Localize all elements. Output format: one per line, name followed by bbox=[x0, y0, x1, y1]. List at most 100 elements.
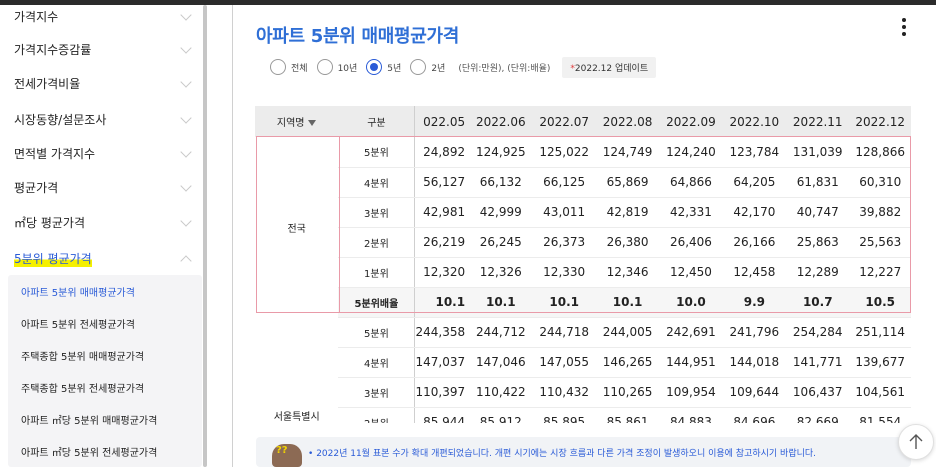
value-cell: 39,882 bbox=[849, 197, 911, 228]
table-row: 3분위 42,981 42,999 43,011 42,819 42,331 42,170 4… bbox=[255, 197, 911, 228]
filter-icon[interactable] bbox=[308, 120, 317, 126]
value-cell: 244,005 bbox=[595, 317, 660, 348]
value-cell: 84,883 bbox=[659, 407, 723, 423]
value-cell: 244,718 bbox=[532, 317, 596, 348]
submenu-item-apt-sqm-quintile-sale[interactable]: 아파트 ㎡당 5분위 매매평균가격 bbox=[21, 415, 158, 427]
value-cell: 10.1 bbox=[414, 287, 470, 318]
data-table: 지역명 구분 022.05 2022.06 2022.07 2022.08 20… bbox=[255, 106, 911, 423]
mascot-text: ?? bbox=[276, 445, 288, 456]
value-cell: 66,125 bbox=[532, 167, 596, 198]
chevron-up-icon bbox=[180, 254, 192, 267]
radio-all[interactable]: 전체 bbox=[270, 59, 308, 75]
radio-label: 10년 bbox=[337, 63, 358, 74]
value-cell: 12,346 bbox=[595, 257, 660, 288]
value-cell: 12,227 bbox=[849, 257, 911, 288]
chevron-down-icon bbox=[180, 145, 192, 158]
value-cell: 131,039 bbox=[786, 137, 850, 168]
value-cell: 12,326 bbox=[469, 257, 533, 288]
value-cell: 125,022 bbox=[532, 137, 596, 168]
radio-label: 5년 bbox=[387, 63, 402, 74]
radio-circle-icon bbox=[410, 59, 427, 75]
more-vertical-icon[interactable] bbox=[896, 16, 912, 38]
sidebar-item-label: 면적별 가격지수 bbox=[14, 147, 96, 161]
value-cell: 24,892 bbox=[414, 137, 470, 168]
radio-circle-icon bbox=[316, 59, 333, 75]
submenu-item-house-quintile-jeonse[interactable]: 주택종합 5분위 전세평균가격 bbox=[21, 383, 145, 395]
period-radio-group: 전체 10년 5년 2년 (단위:만원), (단위:배율) *2022.12 업… bbox=[270, 56, 657, 78]
header-region-label: 지역명 bbox=[276, 118, 305, 129]
sidebar-scrollbar[interactable] bbox=[203, 5, 207, 467]
radio-label: 2년 bbox=[431, 63, 446, 74]
table-row: 2분위 26,219 26,245 26,373 26,380 26,406 26,166 2… bbox=[255, 227, 911, 258]
value-cell: 81,554 bbox=[849, 407, 911, 423]
sidebar-item-per-sqm-price[interactable]: ㎡당 평균가격 bbox=[0, 205, 204, 240]
sidebar-item-price-index[interactable]: 가격지수 bbox=[0, 0, 204, 34]
submenu-item-house-quintile-sale[interactable]: 주택종합 5분위 매매평균가격 bbox=[21, 351, 145, 363]
header-month: 2022.06 bbox=[469, 106, 533, 137]
radio-2y[interactable]: 2년 bbox=[410, 59, 445, 75]
submenu-item-apt-quintile-sale[interactable]: 아파트 5분위 매매평균가격 bbox=[21, 287, 135, 299]
gubun-cell: 3분위 bbox=[338, 377, 416, 408]
gubun-cell: 5분위배율 bbox=[338, 287, 416, 318]
data-table-container[interactable]: 지역명 구분 022.05 2022.06 2022.07 2022.08 20… bbox=[255, 106, 911, 423]
value-cell: 147,055 bbox=[532, 347, 596, 378]
chevron-down-icon bbox=[180, 41, 192, 54]
table-row: 4분위 147,037 147,046 147,055 146,265 144,951 14… bbox=[255, 347, 911, 378]
value-cell: 42,170 bbox=[722, 197, 787, 228]
sidebar-item-market-survey[interactable]: 시장동향/설문조사 bbox=[0, 102, 204, 137]
update-badge: *2022.12 업데이트 bbox=[562, 56, 657, 78]
notice-message: 2022년 11월 표본 수가 확대 개편되었습니다. 개편 시기에는 시장 흐… bbox=[316, 449, 817, 459]
value-cell: 12,320 bbox=[414, 257, 470, 288]
top-bar bbox=[0, 0, 936, 5]
value-cell: 10.0 bbox=[659, 287, 723, 318]
value-cell: 147,046 bbox=[469, 347, 533, 378]
value-cell: 85,861 bbox=[595, 407, 660, 423]
value-cell: 12,289 bbox=[786, 257, 850, 288]
sidebar-item-label: 시장동향/설문조사 bbox=[14, 113, 107, 127]
value-cell: 64,866 bbox=[659, 167, 723, 198]
value-cell: 65,869 bbox=[595, 167, 660, 198]
value-cell: 60,310 bbox=[849, 167, 911, 198]
sidebar-item-label: 가격지수증감률 bbox=[14, 43, 92, 57]
header-month: 2022.09 bbox=[659, 106, 723, 137]
value-cell: 144,018 bbox=[722, 347, 787, 378]
value-cell: 146,265 bbox=[595, 347, 660, 378]
radio-checked-icon bbox=[366, 59, 383, 75]
value-cell: 85,944 bbox=[414, 407, 470, 423]
value-cell: 124,240 bbox=[659, 137, 723, 168]
update-text: 2022.12 업데이트 bbox=[574, 63, 649, 74]
gubun-cell: 3분위 bbox=[338, 197, 416, 228]
submenu-item-apt-quintile-jeonse[interactable]: 아파트 5분위 전세평균가격 bbox=[21, 319, 135, 331]
value-cell: 244,712 bbox=[469, 317, 533, 348]
sidebar-item-price-index-change[interactable]: 가격지수증감률 bbox=[0, 32, 204, 67]
sidebar-item-average-price[interactable]: 평균가격 bbox=[0, 170, 204, 205]
header-month: 2022.11 bbox=[786, 106, 850, 137]
value-cell: 10.7 bbox=[786, 287, 850, 318]
table-row: 4분위 56,127 66,132 66,125 65,869 64,866 64,205 6… bbox=[255, 167, 911, 198]
chevron-down-icon bbox=[180, 8, 192, 21]
submenu-item-apt-sqm-quintile-jeonse[interactable]: 아파트 ㎡당 5분위 전세평균가격 bbox=[21, 447, 158, 459]
table-row: 5분위배율 10.1 10.1 10.1 10.1 10.0 9.9 10.7 10.5 bbox=[255, 287, 911, 318]
table-row: 3분위 110,397 110,422 110,432 110,265 109,954 10… bbox=[255, 377, 911, 408]
value-cell: 106,437 bbox=[786, 377, 850, 408]
value-cell: 26,380 bbox=[595, 227, 660, 258]
sidebar-item-jeonse-ratio[interactable]: 전세가격비율 bbox=[0, 66, 204, 101]
value-cell: 26,406 bbox=[659, 227, 723, 258]
value-cell: 242,691 bbox=[659, 317, 723, 348]
page-title: 아파트 5분위 매매평균가격 bbox=[256, 26, 460, 47]
header-region[interactable]: 지역명 bbox=[255, 106, 339, 137]
update-star: * bbox=[570, 63, 575, 74]
value-cell: 85,895 bbox=[532, 407, 596, 423]
value-cell: 42,819 bbox=[595, 197, 660, 228]
chevron-down-icon bbox=[180, 214, 192, 227]
mascot-icon: ?? bbox=[272, 444, 302, 467]
value-cell: 26,219 bbox=[414, 227, 470, 258]
scroll-top-button[interactable] bbox=[898, 424, 934, 460]
value-cell: 66,132 bbox=[469, 167, 533, 198]
sidebar-item-area-price-index[interactable]: 면적별 가격지수 bbox=[0, 136, 204, 171]
radio-5y[interactable]: 5년 bbox=[366, 59, 401, 75]
divider bbox=[232, 5, 233, 467]
sidebar-item-quintile-price[interactable]: 5분위 평균가격 bbox=[0, 241, 204, 276]
notice-banner: ?? • 2022년 11월 표본 수가 확대 개편되었습니다. 개편 시기에는… bbox=[256, 437, 911, 467]
radio-10y[interactable]: 10년 bbox=[316, 59, 358, 75]
